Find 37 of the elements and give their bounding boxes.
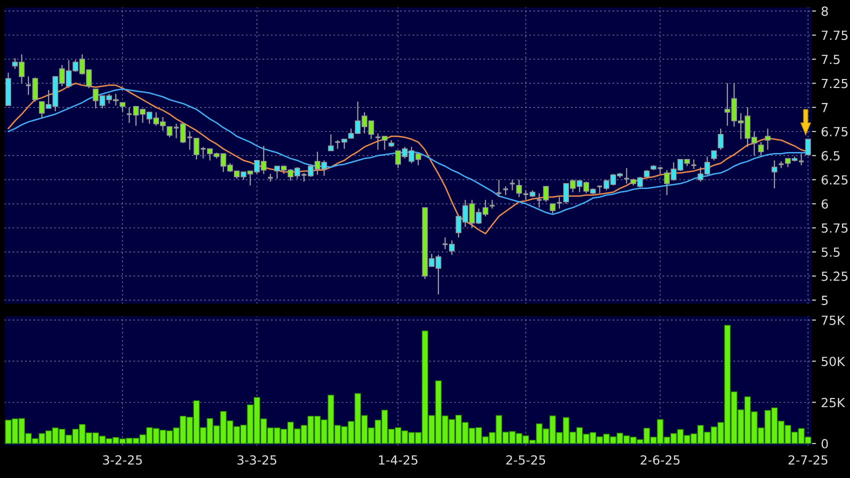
y-tick-label: 5 [822, 296, 828, 306]
x-tick-label: 3-3-25 [237, 455, 276, 465]
candlestick [718, 128, 724, 150]
y-tick-label: 6 [822, 199, 828, 209]
y-tick-label: 7.5 [822, 54, 840, 64]
x-tick-label: 2-5-25 [506, 455, 546, 465]
y-tick-label: 6.5 [822, 151, 840, 161]
y-tick-label: 5.75 [822, 224, 848, 233]
y-tick-label: 25K [822, 398, 846, 408]
candlestick [509, 179, 516, 191]
y-tick-label: 6.75 [822, 126, 848, 136]
y-tick-label: 50K [822, 356, 846, 366]
candlestick [496, 179, 502, 198]
x-tick-label: 2-7-25 [788, 455, 828, 465]
x-tick-label: 3-2-25 [103, 455, 142, 465]
x-tick-label: 1-4-25 [379, 455, 418, 465]
candlestick [805, 138, 811, 156]
y-tick-label: 6.25 [822, 175, 848, 185]
y-tick-label: 8 [822, 6, 828, 16]
y-tick-label: 7 [822, 103, 828, 112]
y-tick-label: 0 [822, 438, 828, 448]
candlestick [623, 168, 630, 184]
candlestick [772, 160, 778, 189]
candlestick [764, 128, 771, 150]
candlestick [711, 150, 717, 161]
candlestick [690, 158, 698, 170]
y-tick-label: 5.5 [822, 248, 840, 257]
y-tick-label: 5.25 [822, 272, 848, 281]
x-tick-label: 2-6-25 [640, 455, 680, 465]
candlestick [758, 142, 764, 158]
candlestick [328, 134, 334, 152]
candlestick [516, 179, 522, 198]
candlestick [550, 203, 556, 214]
candlestick [120, 102, 126, 113]
y-tick-label: 7.75 [822, 30, 848, 40]
y-tick-label: 75K [822, 316, 846, 325]
y-tick-label: 7.25 [822, 78, 848, 88]
